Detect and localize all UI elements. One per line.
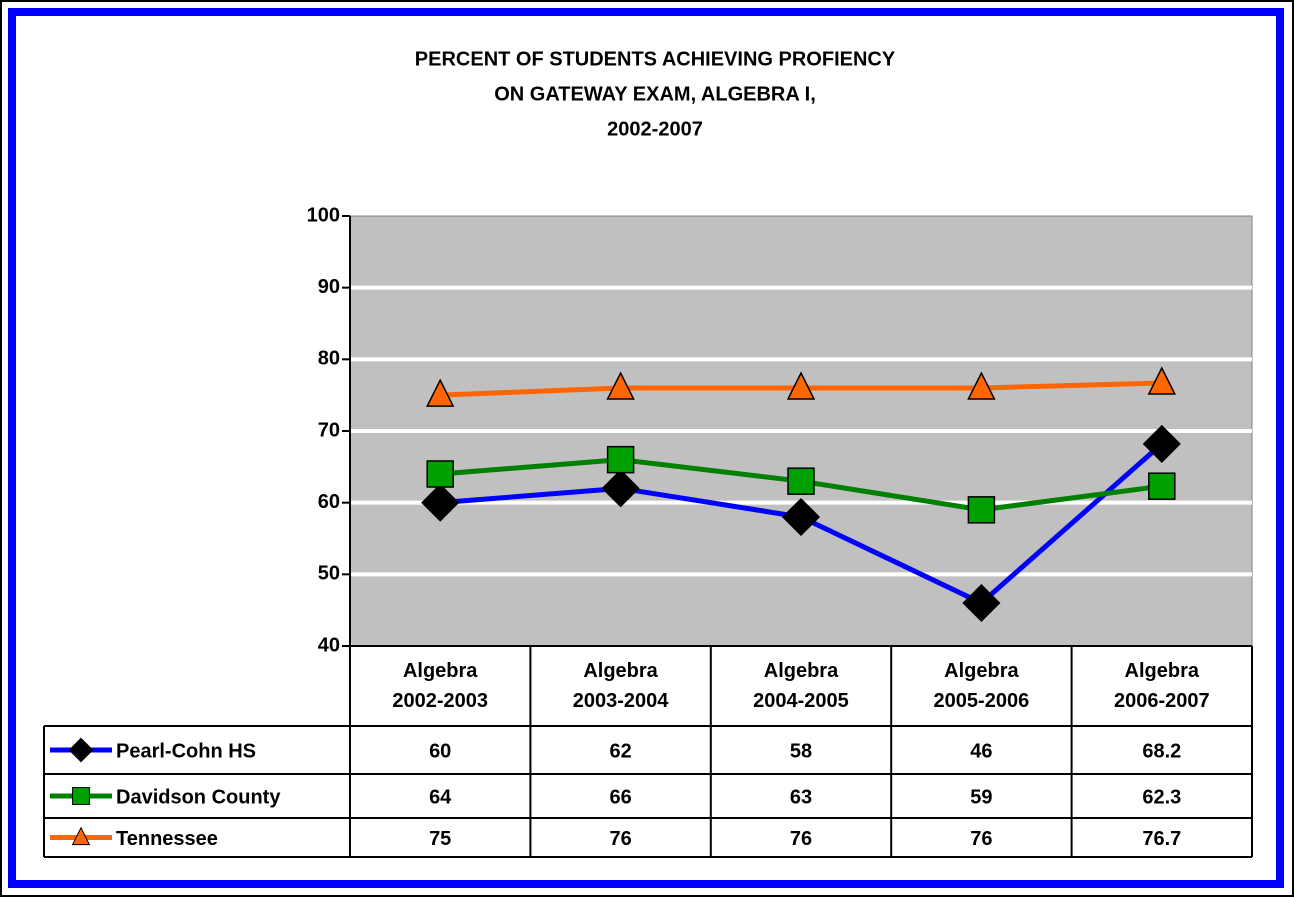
- point: [425, 378, 455, 407]
- table-value: 59: [970, 786, 992, 808]
- x-category: Algebra 2005-2006: [933, 660, 1030, 712]
- point: [421, 483, 460, 522]
- x-tick-label: Algebra 2002-2003: [392, 660, 489, 712]
- point: [781, 497, 821, 537]
- x-category: Algebra 2003-2004: [572, 660, 669, 712]
- table-value: 58: [790, 740, 812, 762]
- y-tick-label: 70: [318, 419, 340, 441]
- table-value: 63: [790, 786, 812, 808]
- legend-marker: [72, 787, 90, 805]
- y-tick-label: 90: [318, 276, 340, 298]
- legend-label: Tennessee: [116, 828, 218, 850]
- point: [601, 469, 640, 508]
- y-tick-label: 50: [318, 563, 340, 585]
- blue-frame: [8, 8, 1284, 888]
- point: [962, 583, 1001, 623]
- table-value: 76.7: [1142, 828, 1181, 850]
- chart-title: ON GATEWAY EXAM, ALGEBRA I,: [494, 83, 816, 105]
- point: [606, 445, 635, 474]
- point: [967, 496, 996, 524]
- point: [1147, 366, 1177, 395]
- x-tick-label: Algebra 2003-2004: [572, 660, 669, 712]
- point: [786, 371, 816, 400]
- x-tick-label: Algebra 2006-2007: [1113, 660, 1210, 712]
- legend-label: Pearl-Cohn HS: [116, 740, 256, 762]
- legend-marker: [71, 826, 91, 846]
- point: [967, 371, 996, 400]
- legend-label: Davidson County: [116, 786, 281, 808]
- point: [1148, 472, 1176, 500]
- point: [426, 460, 454, 488]
- table-value: 60: [429, 740, 451, 762]
- table-value: 76: [609, 828, 631, 850]
- chart-title: 2002-2007: [607, 118, 703, 140]
- y-tick-label: 80: [318, 348, 340, 370]
- table-value: 76: [790, 828, 812, 850]
- table-value: 76: [970, 828, 992, 850]
- x-category: Algebra 2006-2007: [1113, 660, 1210, 712]
- table-value: 46: [970, 740, 992, 762]
- x-tick-label: Algebra 2004-2005: [753, 660, 849, 712]
- x-category: Algebra 2004-2005: [753, 660, 849, 712]
- y-tick-label: 40: [318, 634, 340, 656]
- table-value: 62.3: [1142, 786, 1181, 808]
- table-value: 75: [429, 828, 451, 850]
- table-value: 64: [429, 786, 452, 808]
- x-category: Algebra 2002-2003: [392, 660, 489, 712]
- table-value: 66: [609, 786, 631, 808]
- y-tick-label: 100: [307, 204, 340, 226]
- legend-marker: [68, 737, 94, 763]
- chart-title: PERCENT OF STUDENTS ACHIEVING PROFIENCY: [415, 48, 896, 70]
- table-value: 62: [609, 740, 631, 762]
- point: [606, 371, 635, 400]
- x-tick-label: Algebra 2005-2006: [933, 660, 1030, 712]
- point: [1142, 424, 1181, 463]
- y-tick-label: 60: [318, 491, 340, 513]
- table-value: 68.2: [1142, 740, 1181, 762]
- point: [787, 467, 815, 495]
